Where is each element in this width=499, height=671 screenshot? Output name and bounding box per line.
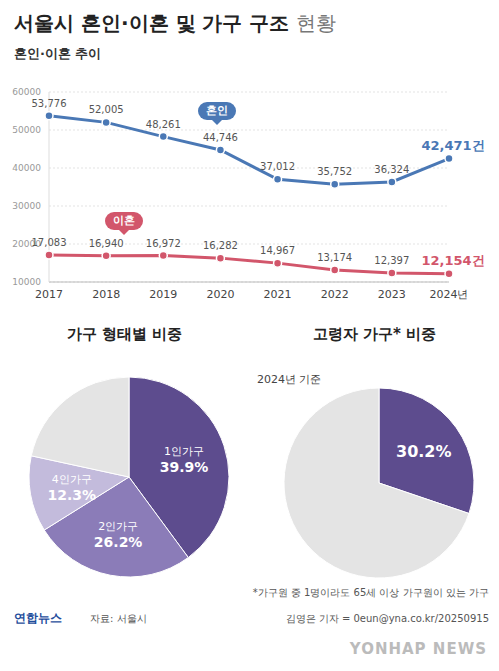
svg-text:2019: 2019 (149, 288, 177, 301)
svg-text:17,083: 17,083 (32, 237, 67, 248)
svg-text:20000: 20000 (12, 239, 41, 250)
svg-text:12,154건: 12,154건 (421, 253, 484, 268)
html-text:가구 형태별 비중: 가구 형태별 비중 (66, 325, 183, 343)
svg-text:44,746: 44,746 (203, 132, 238, 143)
svg-text:50000: 50000 (12, 125, 41, 135)
svg-text:4인가구12.3%: 4인가구12.3% (48, 473, 97, 503)
svg-text:2017: 2017 (35, 288, 63, 301)
html-text:연합뉴스: 연합뉴스 (14, 611, 62, 625)
html-text:자료: 서울시: 자료: 서울시 (90, 613, 147, 624)
svg-text:10000: 10000 (12, 277, 41, 287)
svg-text:2인가구26.2%: 2인가구26.2% (94, 520, 143, 550)
svg-text:35,752: 35,752 (317, 166, 352, 177)
svg-text:60000: 60000 (12, 87, 41, 97)
svg-text:52,005: 52,005 (89, 104, 124, 115)
html-text:2024년 기준: 2024년 기준 (257, 373, 322, 386)
html-text:고령자 가구* 비중: 고령자 가구* 비중 (312, 325, 437, 343)
html-text:서울시 혼인·이혼 및 가구 구조 현황: 서울시 혼인·이혼 및 가구 구조 현황 (14, 11, 336, 35)
svg-text:12,397: 12,397 (374, 255, 409, 266)
html-text:김영은 기자 = 0eun@yna.co.kr/202509: 김영은 기자 = 0eun@yna.co.kr/20250915 (285, 613, 489, 624)
svg-text:30000: 30000 (12, 201, 41, 211)
svg-text:2021: 2021 (264, 288, 292, 301)
svg-text:40000: 40000 (12, 163, 41, 173)
html-text:혼인·이혼 추이: 혼인·이혼 추이 (14, 46, 102, 61)
svg-text:1인가구39.9%: 1인가구39.9% (160, 445, 209, 475)
html-text:*가구원 중 1명이라도 65세 이상 가구원이 있는 가구: *가구원 중 1명이라도 65세 이상 가구원이 있는 가구 (252, 587, 489, 598)
svg-text:48,261: 48,261 (146, 119, 181, 130)
svg-text:2020: 2020 (206, 288, 234, 301)
svg-text:2023: 2023 (378, 288, 406, 301)
svg-text:16,282: 16,282 (203, 240, 238, 251)
svg-text:36,324: 36,324 (374, 164, 409, 175)
svg-text:53,776: 53,776 (32, 98, 67, 109)
svg-text:37,012: 37,012 (260, 161, 295, 172)
svg-text:2018: 2018 (92, 288, 120, 301)
svg-text:2024년: 2024년 (430, 288, 469, 301)
svg-text:16,940: 16,940 (89, 238, 124, 249)
svg-text:13,174: 13,174 (317, 252, 352, 263)
svg-text:14,967: 14,967 (260, 245, 295, 256)
svg-text:42,471건: 42,471건 (421, 138, 484, 153)
svg-text:16,972: 16,972 (146, 238, 181, 249)
html-text:이혼: 이혼 (113, 214, 135, 227)
html-text:혼인: 혼인 (206, 104, 228, 117)
html-text:YONHAP NEWS: YONHAP NEWS (349, 640, 487, 658)
svg-text:2022: 2022 (321, 288, 349, 301)
svg-text:30.2%: 30.2% (396, 442, 452, 461)
